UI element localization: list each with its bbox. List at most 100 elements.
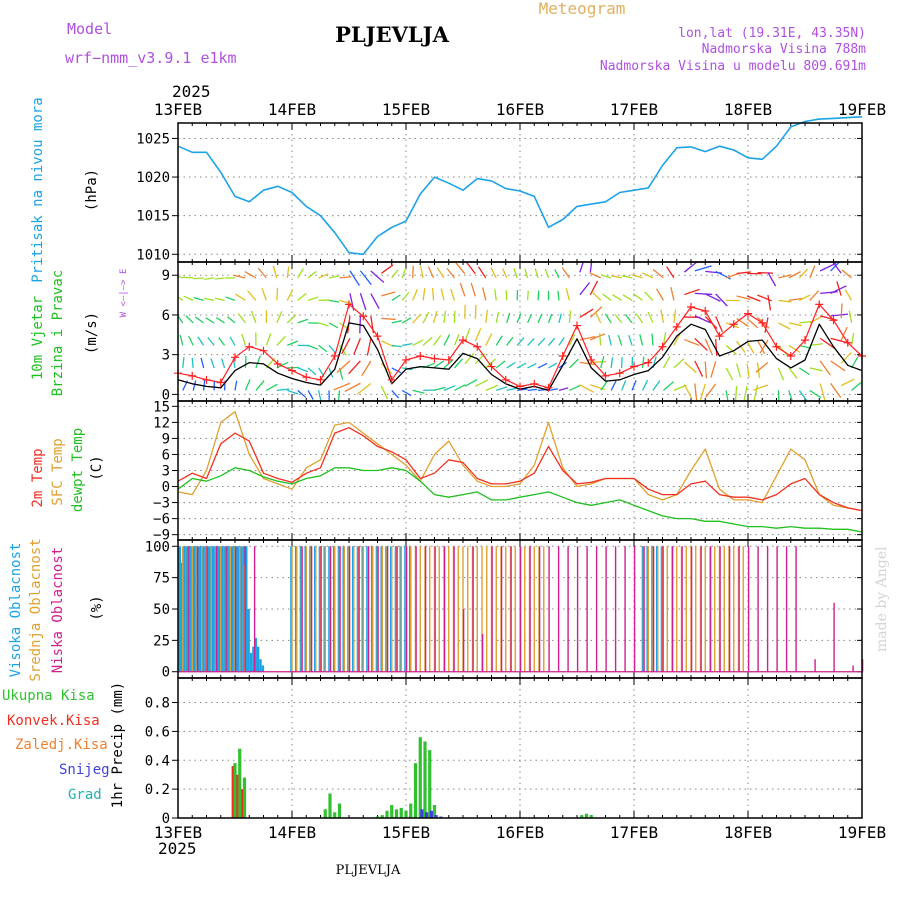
wind-barb — [443, 334, 451, 346]
precip-bar — [233, 763, 237, 818]
wind-barb — [840, 303, 843, 319]
cloud-bar — [192, 546, 196, 672]
precip-bar — [323, 809, 327, 818]
wind-gust-marker — [815, 300, 824, 309]
precip-bar — [399, 807, 403, 818]
precip-bar — [337, 803, 342, 818]
wind-barb — [185, 315, 194, 324]
cloud-bar — [595, 546, 598, 672]
wind-barb — [422, 311, 430, 324]
precip-legend-frz: Zaledj.Kisa — [15, 737, 108, 753]
time-label-bottom: 19FEB — [838, 823, 886, 842]
wind-barb — [391, 320, 402, 324]
wind-barb — [558, 313, 562, 324]
time-label-top: 14FEB — [268, 100, 316, 119]
wind-barb — [558, 387, 569, 392]
wind-barb — [547, 313, 553, 324]
wind-barb — [391, 389, 400, 399]
wind-barb — [482, 287, 487, 301]
wind-barb — [778, 322, 791, 330]
cloud-bar — [216, 546, 219, 672]
wind-barb — [485, 309, 489, 323]
wind-barb — [485, 358, 496, 369]
cloud-bar — [785, 546, 788, 672]
cloud-bar — [676, 546, 678, 672]
wind-barb — [694, 337, 708, 351]
wind-barb — [554, 269, 560, 279]
wind-barb — [788, 322, 803, 327]
wind-barb — [725, 390, 729, 401]
wind-gust-marker — [387, 375, 396, 384]
wind-barb — [516, 337, 525, 346]
wind-barb — [214, 277, 225, 280]
wind-barb — [286, 266, 290, 278]
wind-barb — [464, 378, 478, 387]
wind-barb — [218, 337, 226, 346]
wind-barb — [431, 288, 435, 301]
cloud-bar — [695, 546, 697, 672]
wind-barb — [477, 266, 487, 279]
precip-legend-snow: Snijeg — [59, 762, 110, 778]
wind-barb — [830, 383, 842, 399]
wind-barb — [459, 282, 466, 297]
wind-barb — [746, 318, 759, 329]
station-elevation: Nadmorska Visina 788m — [702, 42, 867, 57]
wind-gust-marker — [801, 336, 809, 345]
wind-barb — [734, 385, 738, 401]
wind-barb — [694, 315, 712, 324]
wind-barb — [234, 380, 238, 391]
wind-barb — [635, 313, 644, 324]
wind-barb — [561, 267, 570, 279]
wind-barb — [496, 386, 508, 392]
wind-barb — [735, 363, 742, 378]
precip-bar — [423, 741, 427, 818]
wind-barb — [210, 358, 215, 369]
model-name: wrf−nmm_v3.9.1 e1km — [65, 49, 237, 67]
cloud-bar — [567, 546, 569, 672]
wind-barb — [266, 383, 278, 391]
time-label-top: 15FEB — [382, 100, 430, 119]
wind-barb — [443, 385, 456, 392]
wind-barb — [799, 294, 811, 301]
y-tick-label: −9 — [153, 528, 170, 544]
time-label-top: 16FEB — [496, 100, 544, 119]
wind-barb — [328, 299, 340, 303]
wind-barb — [244, 271, 257, 279]
wind-barb — [380, 385, 389, 400]
cloud-bar — [543, 546, 545, 672]
wind-barb — [641, 356, 645, 368]
wind-barb — [361, 360, 372, 377]
y-tick-label: 9 — [162, 431, 170, 447]
wind-barb — [192, 380, 197, 391]
precip-bar — [409, 803, 413, 818]
wind-barb — [527, 313, 533, 324]
dewpoint-line — [177, 467, 863, 533]
cloud-bar — [742, 546, 744, 672]
precip-bar — [434, 815, 438, 818]
wind-barb — [600, 380, 609, 391]
wind-gust-marker — [402, 355, 410, 364]
precip-bar — [413, 763, 418, 818]
wind-barb — [506, 336, 514, 346]
cloud-bar — [206, 546, 208, 672]
wind-barb — [527, 363, 537, 369]
wind-barb — [600, 274, 612, 279]
wind-barb — [307, 390, 314, 400]
cloud-bar — [690, 546, 693, 672]
cloud-bar — [495, 546, 497, 672]
wind-barb — [628, 334, 633, 346]
wind-gust-marker — [288, 366, 296, 375]
pressure-title: Pritisak na nivou mora — [30, 97, 46, 282]
cloud-bar — [225, 546, 227, 672]
wind-barb — [799, 320, 812, 324]
wind-gust-marker — [687, 303, 695, 312]
wind-barb — [204, 277, 215, 281]
cloud-bar — [305, 546, 307, 672]
wind-gust-marker — [829, 316, 838, 325]
wind-barb — [644, 291, 654, 301]
cloud-bar — [249, 652, 253, 672]
wind-barb — [229, 336, 236, 346]
wind-barb — [233, 274, 246, 279]
wind-barb — [506, 312, 511, 324]
y-tick-label: 3 — [162, 348, 170, 364]
